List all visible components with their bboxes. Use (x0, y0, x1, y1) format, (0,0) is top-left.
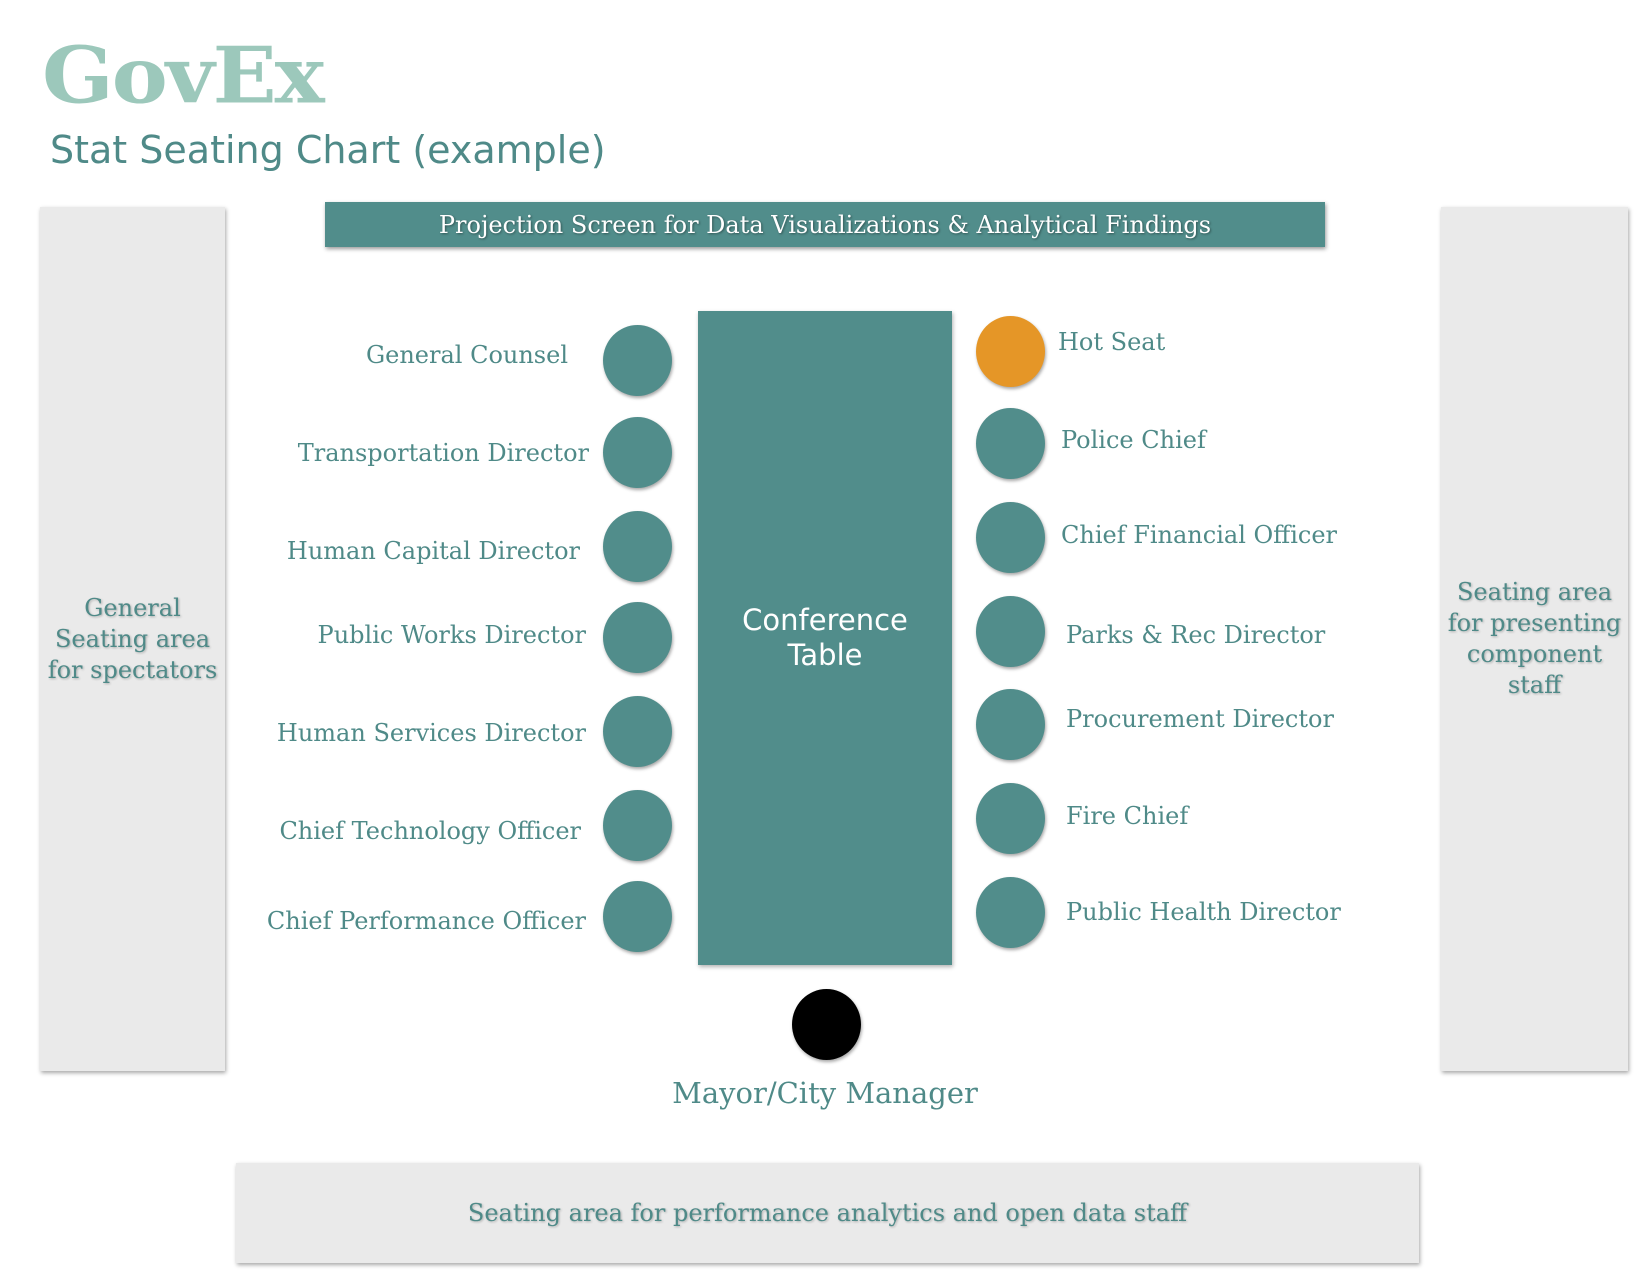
seat-label-parks-rec-director: Parks & Rec Director (1066, 621, 1326, 649)
page-title: Stat Seating Chart (example) (50, 128, 606, 172)
mayor-seat-label: Mayor/City Manager (672, 1076, 978, 1110)
seat-label-police-chief: Police Chief (1061, 426, 1206, 454)
presenting-area-line3: component (1466, 640, 1603, 668)
seat-chief-performance-officer (603, 881, 672, 952)
presenting-area-line2: for presenting (1447, 609, 1622, 637)
mayor-seat (792, 989, 861, 1060)
spectator-seating-area: General Seating area for spectators (40, 207, 225, 1071)
seat-label-general-counsel: General Counsel (365, 341, 568, 369)
seat-parks-rec-director (976, 596, 1045, 667)
seat-label-chief-technology-officer: Chief Technology Officer (279, 817, 581, 845)
seat-label-chief-financial-officer: Chief Financial Officer (1061, 521, 1338, 549)
conference-table: Conference Table (698, 311, 952, 965)
seat-public-works-director (603, 602, 672, 673)
seat-transportation-director (603, 417, 672, 488)
seat-label-transportation-director: Transportation Director (297, 439, 589, 467)
table-label-line2: Table (787, 638, 863, 672)
seat-label-fire-chief: Fire Chief (1066, 802, 1189, 830)
seat-label-procurement-director: Procurement Director (1066, 705, 1334, 733)
presenting-area-line1: Seating area (1456, 578, 1612, 606)
seat-label-human-services-director: Human Services Director (276, 719, 586, 747)
seat-chief-financial-officer (976, 502, 1045, 573)
seat-procurement-director (976, 689, 1045, 760)
seat-general-counsel (603, 325, 672, 396)
projection-screen: Projection Screen for Data Visualization… (325, 202, 1325, 247)
seat-fire-chief (976, 783, 1045, 854)
seat-human-services-director (603, 696, 672, 767)
seat-chief-technology-officer (603, 790, 672, 861)
seat-label-public-health-director: Public Health Director (1066, 898, 1341, 926)
govex-logo: GovEx (42, 30, 325, 122)
seat-label-chief-performance-officer: Chief Performance Officer (266, 907, 586, 935)
seat-label-hot-seat: Hot Seat (1058, 328, 1166, 356)
spectator-area-line1: General (84, 593, 181, 622)
analytics-area-label: Seating area for performance analytics a… (467, 1198, 1188, 1227)
seat-police-chief (976, 408, 1045, 479)
table-label-line1: Conference (742, 603, 908, 637)
presenting-staff-seating-area: Seating area for presenting component st… (1441, 207, 1628, 1071)
analytics-staff-seating-area: Seating area for performance analytics a… (236, 1163, 1419, 1263)
spectator-area-line2: Seating area (54, 624, 210, 653)
seat-public-health-director (976, 877, 1045, 948)
seat-label-human-capital-director: Human Capital Director (286, 537, 580, 565)
seat-label-public-works-director: Public Works Director (317, 621, 586, 649)
spectator-area-line3: for spectators (47, 655, 218, 684)
seat-human-capital-director (603, 511, 672, 582)
hot-seat (976, 316, 1045, 387)
projection-screen-label: Projection Screen for Data Visualization… (438, 210, 1212, 239)
presenting-area-line4: staff (1507, 671, 1562, 699)
